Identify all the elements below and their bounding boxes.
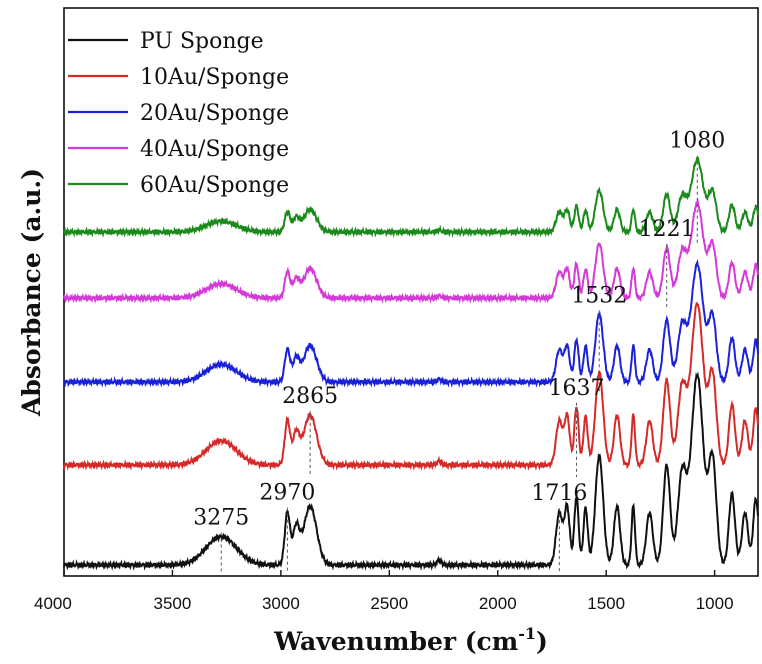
x-tick-label-0: 4000 <box>34 594 72 613</box>
x-axis-label: Wavenumber (cm-1) <box>273 624 548 656</box>
series-layer <box>63 156 759 571</box>
series-line-0 <box>63 371 759 571</box>
series-line-3 <box>63 198 759 304</box>
annotation-label-6: 1221 <box>639 217 695 242</box>
annotation-label-5: 1532 <box>571 283 627 308</box>
annotation-label-4: 1637 <box>548 376 604 401</box>
x-tick-label-5: 1500 <box>587 594 625 613</box>
annotation-label-1: 2970 <box>259 481 315 506</box>
legend-label-2: 20Au/Sponge <box>140 101 289 126</box>
x-tick-label-3: 2500 <box>370 594 408 613</box>
legend: PU Sponge 10Au/Sponge 20Au/Sponge 40Au/Spon… <box>68 29 289 198</box>
series-line-1 <box>63 302 759 471</box>
x-tick-label-2: 3000 <box>262 594 300 613</box>
annotation-label-7: 1080 <box>669 129 725 154</box>
legend-label-3: 40Au/Sponge <box>140 137 289 162</box>
series-line-2 <box>63 258 759 388</box>
x-tick-label-4: 2000 <box>479 594 517 613</box>
plot-frame <box>63 7 759 577</box>
legend-label-0: PU Sponge <box>140 29 264 54</box>
x-tick-label-6: 1000 <box>696 594 734 613</box>
series-line-4 <box>63 156 759 238</box>
annotation-label-0: 3275 <box>193 506 249 531</box>
x-tick-label-1: 3500 <box>154 594 192 613</box>
annotation-label-2: 1716 <box>531 481 587 506</box>
x-axis-ticks: 4000 3500 3000 2500 2000 1500 1000 <box>34 570 734 613</box>
annotation-label-3: 2865 <box>282 384 338 409</box>
legend-label-1: 10Au/Sponge <box>140 65 289 90</box>
annotation-layer: 3275 2970 1716 2865 1637 1532 1221 1080 <box>193 129 725 572</box>
legend-label-4: 60Au/Sponge <box>140 173 289 198</box>
y-axis-label: Absorbance (a.u.) <box>17 168 46 417</box>
